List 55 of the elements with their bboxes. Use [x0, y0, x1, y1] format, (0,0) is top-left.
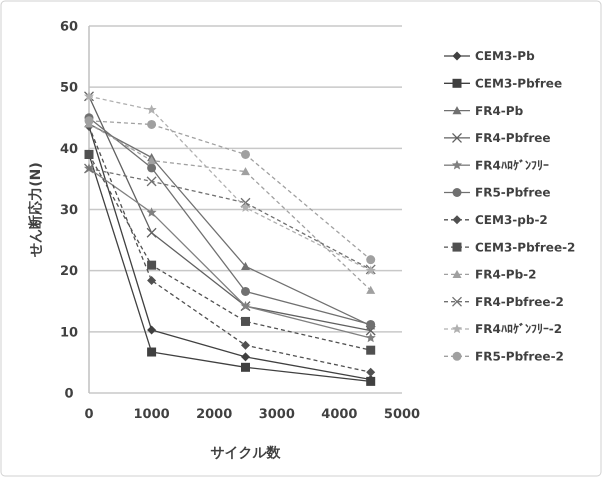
point: [84, 116, 94, 126]
legend-label: FR4ﾊﾛｹﾞﾝﾌﾘｰ: [475, 158, 549, 172]
x-tick-label: 3000: [258, 407, 295, 422]
y-tick-label: 50: [60, 80, 78, 96]
point: [147, 348, 156, 357]
legend-label: FR5-Pbfree: [475, 186, 551, 200]
point: [366, 286, 376, 294]
y-tick-label: 20: [60, 264, 78, 280]
point: [147, 276, 156, 285]
point: [241, 362, 250, 372]
legend-label: FR4-Pb-2: [475, 268, 536, 282]
x-axis-title: サイクル数: [210, 445, 282, 461]
legend-label: FR5-Pbfree-2: [475, 350, 564, 364]
y-tick-label: 60: [60, 20, 78, 35]
point: [241, 316, 250, 326]
point: [241, 286, 250, 296]
legend-label: FR4-Pb: [475, 104, 524, 118]
point: [147, 163, 156, 172]
x-tick-label: 2000: [196, 407, 232, 422]
legend-label: FR4ﾊﾛｹﾞﾝﾌﾘｰ-2: [475, 322, 562, 336]
point: [146, 104, 157, 114]
y-tick-label: 10: [60, 325, 78, 340]
x-tick-label: 4000: [321, 407, 358, 422]
x-tick-label: 0: [84, 407, 94, 422]
point: [366, 346, 376, 355]
legend-label: CEM3-pb-2: [475, 213, 548, 227]
x-tick-label: 1000: [134, 407, 170, 422]
point: [366, 368, 376, 377]
point: [147, 156, 156, 164]
x-tick-label: 5000: [384, 407, 420, 422]
legend-label: FR4-Pbfree: [475, 131, 551, 146]
point: [366, 255, 376, 264]
point: [241, 262, 250, 270]
legend-label: CEM3-Pbfree-2: [475, 240, 576, 254]
point: [241, 167, 250, 176]
legend-label: CEM3-Pbfree: [475, 76, 562, 90]
point: [241, 150, 250, 159]
point: [146, 207, 157, 217]
point: [241, 340, 250, 350]
point: [146, 176, 157, 187]
point: [366, 325, 376, 336]
legend-label: FR4-Pbfree-2: [475, 294, 564, 309]
point: [240, 202, 251, 212]
y-tick-label: 30: [60, 203, 78, 218]
legend-label: CEM3-Pb: [475, 49, 536, 64]
point: [241, 352, 250, 362]
y-axis-title: せん断応力(N): [27, 162, 44, 258]
point: [366, 332, 376, 342]
point: [147, 260, 156, 270]
y-tick-label: 0: [64, 386, 74, 402]
point: [146, 228, 157, 238]
y-tick-label: 40: [60, 142, 78, 157]
point: [147, 120, 156, 129]
point: [147, 326, 156, 334]
point: [240, 198, 251, 208]
